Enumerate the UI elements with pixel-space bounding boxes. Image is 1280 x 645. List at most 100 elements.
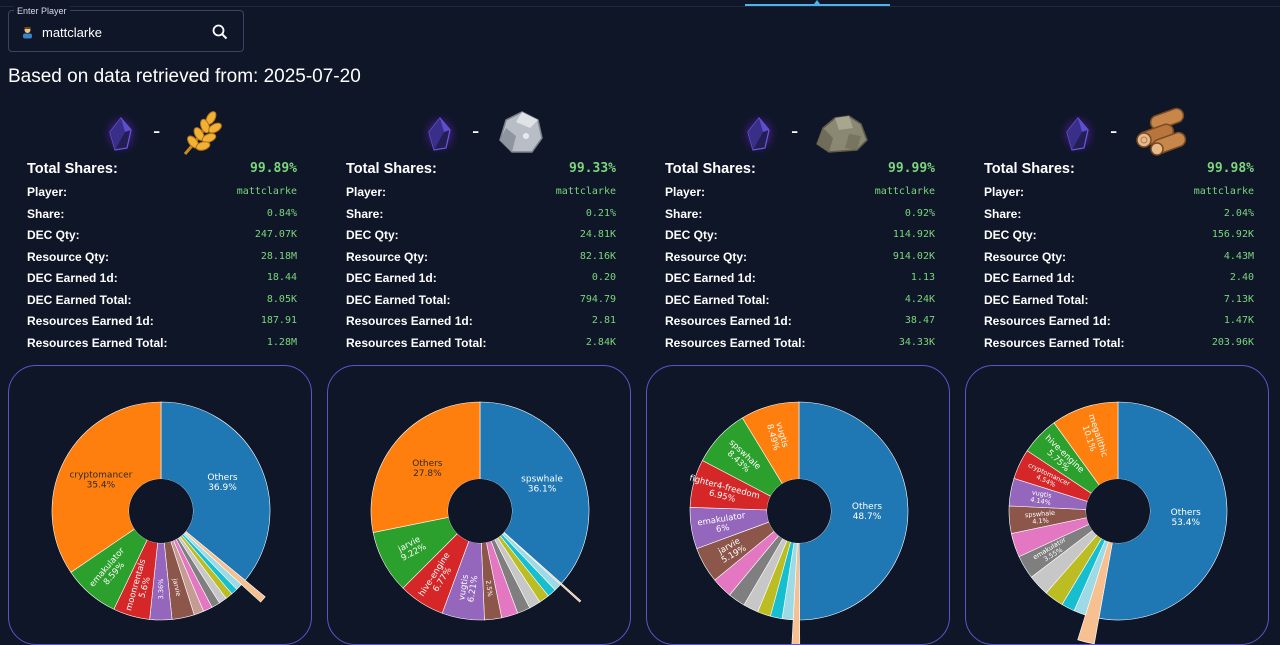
slice-label: spswhale4.1%	[1025, 509, 1056, 527]
stat-row-res-total: Resources Earned Total: 34.33K	[665, 336, 935, 354]
pair-separator: -	[472, 118, 480, 143]
player-input-label: Enter Player	[14, 6, 70, 16]
stat-label: Player:	[346, 185, 387, 199]
stat-value: 1.47K	[1223, 315, 1254, 326]
stat-label: DEC Qty:	[984, 228, 1037, 242]
slice-label: Others 27.8%	[412, 459, 443, 479]
stat-value: 4.24K	[904, 293, 935, 305]
total-shares-value: 99.98%	[1207, 161, 1254, 176]
stat-value: 187.91	[260, 315, 297, 326]
stat-row-player: Player: mattclarke	[984, 185, 1254, 203]
stat-label: DEC Earned Total:	[27, 292, 132, 307]
player-avatar-icon	[21, 26, 34, 39]
stat-value: 114.92K	[892, 229, 935, 240]
top-divider	[0, 6, 1280, 7]
player-input-field[interactable]	[8, 10, 244, 52]
stat-value: 4.43M	[1223, 250, 1254, 262]
stat-value: 34.33K	[898, 336, 935, 348]
stat-label: Share:	[665, 206, 703, 221]
stat-label: Resources Earned Total:	[346, 335, 487, 350]
stat-label: DEC Earned Total:	[346, 292, 451, 307]
pool-panel: - Total Shares: 99.89% Player: mattclarke Sha…	[7, 100, 312, 645]
slice-label: 3.36%	[157, 579, 165, 600]
active-tab-indicator	[745, 4, 890, 6]
stat-row-res-total: Resources Earned Total: 1.28M	[27, 336, 297, 354]
total-shares-label: Total Shares:	[346, 161, 437, 177]
donut-hole	[129, 479, 193, 543]
total-shares-row: Total Shares: 99.89%	[27, 161, 297, 181]
stat-row-dec-total: DEC Earned Total: 7.13K	[984, 293, 1254, 311]
slice-label: Others 53.4%	[1171, 508, 1202, 528]
stat-row-share: Share: 2.04%	[984, 207, 1254, 225]
slice-label: 2.5%	[484, 580, 494, 597]
stat-row-share: Share: 0.21%	[346, 207, 616, 225]
stat-value: 156.92K	[1211, 229, 1254, 240]
stat-value: mattclarke	[1193, 186, 1254, 197]
stat-row-resource-qty: Resource Qty: 82.16K	[346, 250, 616, 268]
active-tab-caret	[814, 0, 820, 4]
stat-value: 28.18M	[260, 250, 297, 262]
slice-label: spswhale 36.1%	[521, 474, 563, 494]
stat-row-res-1d: Resources Earned 1d: 38.47	[665, 314, 935, 332]
stat-row-res-1d: Resources Earned 1d: 187.91	[27, 314, 297, 332]
slice-label: cryptomancer 35.4%	[69, 470, 132, 490]
slice-label: Others 36.9%	[207, 473, 238, 493]
stat-label: Player:	[665, 185, 706, 199]
stat-value: 1.28M	[266, 336, 297, 348]
search-icon[interactable]	[211, 23, 229, 41]
stat-value: 2.40	[1229, 272, 1254, 283]
pool-panel: - Total Shares: 99.33% Player: mattclarke Sha…	[326, 100, 631, 645]
stat-row-player: Player: mattclarke	[665, 185, 935, 203]
stat-value: 1.13	[910, 272, 935, 283]
stat-label: DEC Earned Total:	[984, 292, 1089, 307]
stat-row-dec-1d: DEC Earned 1d: 2.40	[984, 271, 1254, 289]
stat-value: 0.84%	[266, 207, 297, 219]
iron-ore-icon	[813, 106, 868, 158]
stat-label: Share:	[346, 206, 384, 221]
pool-icons: -	[396, 104, 556, 158]
player-input-value[interactable]: mattclarke	[42, 25, 102, 40]
stat-value: 8.05K	[266, 293, 297, 305]
stat-row-resource-qty: Resource Qty: 4.43M	[984, 250, 1254, 268]
stat-value: 794.79	[579, 293, 616, 305]
slice-label: vugtis4.14%	[1030, 488, 1053, 507]
grain-icon	[175, 106, 227, 158]
stat-label: Resources Earned 1d:	[27, 314, 154, 328]
stat-label: Resources Earned Total:	[665, 335, 806, 350]
stat-row-dec-qty: DEC Qty: 156.92K	[984, 228, 1254, 246]
pool-icons: -	[715, 104, 875, 158]
stat-value: 247.07K	[254, 229, 297, 240]
stat-label: Resources Earned Total:	[984, 335, 1125, 350]
stat-row-player: Player: mattclarke	[346, 185, 616, 203]
stat-label: Player:	[27, 185, 68, 199]
slice-label: Others 48.7%	[852, 502, 883, 522]
slice-label: jarvie	[171, 577, 183, 597]
stat-label: DEC Qty:	[665, 228, 718, 242]
donut-hole	[1086, 479, 1150, 543]
share-donut-chart: Others 53.4% emakulator3.55% spswhale4.1% vu…	[965, 365, 1269, 645]
stat-value: 0.21%	[585, 207, 616, 219]
stat-value: mattclarke	[555, 186, 616, 197]
wood-icon	[1132, 106, 1187, 158]
stat-label: Share:	[27, 206, 65, 221]
stone-icon	[494, 106, 546, 158]
stat-value: mattclarke	[236, 186, 297, 197]
donut-hole	[767, 479, 831, 543]
total-shares-value: 99.89%	[250, 161, 297, 176]
stat-value: 203.96K	[1211, 336, 1254, 348]
donut-svg: Others 53.4%emakulator3.55%spswhale4.1%vu…	[1008, 401, 1228, 644]
pair-separator: -	[153, 118, 161, 143]
stat-row-dec-qty: DEC Qty: 24.81K	[346, 228, 616, 246]
stat-label: Resources Earned 1d:	[346, 314, 473, 328]
pool-icons: -	[1034, 104, 1194, 158]
stat-row-share: Share: 0.84%	[27, 207, 297, 225]
stat-label: Resource Qty:	[984, 249, 1067, 264]
page-title: Based on data retrieved from: 2025-07-20	[8, 66, 361, 87]
stat-value: 914.02K	[892, 250, 935, 262]
stat-label: Resources Earned 1d:	[665, 314, 792, 328]
pair-separator: -	[1110, 118, 1118, 143]
stat-row-dec-1d: DEC Earned 1d: 0.20	[346, 271, 616, 289]
stat-row-dec-total: DEC Earned Total: 794.79	[346, 293, 616, 311]
stat-value: 2.81	[591, 315, 616, 326]
stat-row-res-total: Resources Earned Total: 203.96K	[984, 336, 1254, 354]
